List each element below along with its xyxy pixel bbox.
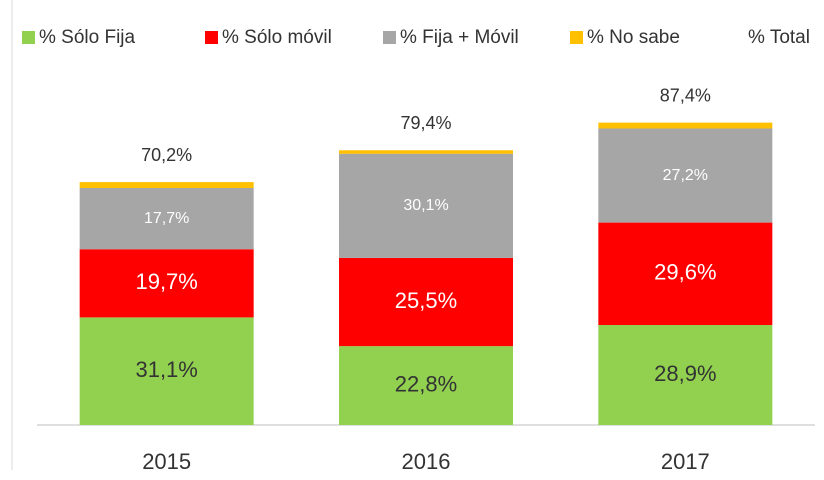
legend-swatch bbox=[383, 31, 396, 44]
total-label: 87,4% bbox=[660, 85, 711, 105]
data-label: 28,9% bbox=[654, 361, 716, 386]
data-label: 22,8% bbox=[395, 371, 457, 396]
bar-segment bbox=[339, 257, 513, 347]
legend-swatch bbox=[205, 31, 218, 44]
legend-swatch bbox=[570, 31, 583, 44]
x-tick-label: 2016 bbox=[402, 449, 451, 474]
legend-label: % Fija + Móvil bbox=[400, 27, 519, 48]
bar-segment bbox=[598, 325, 773, 425]
bar-segment bbox=[79, 249, 254, 318]
bar-segment bbox=[339, 346, 513, 425]
bar-segment bbox=[598, 128, 773, 223]
data-label: 27,2% bbox=[663, 167, 708, 184]
bar-segment bbox=[598, 122, 773, 129]
bar-segment bbox=[339, 153, 513, 258]
legend-label: % Sólo móvil bbox=[222, 27, 332, 48]
bar-segment bbox=[79, 317, 254, 425]
bar-segment bbox=[339, 150, 513, 154]
bar-segment bbox=[598, 222, 773, 326]
data-label: 17,7% bbox=[144, 210, 189, 227]
data-label: 30,1% bbox=[403, 197, 448, 214]
legend-swatch bbox=[22, 31, 35, 44]
bar-segment bbox=[79, 182, 254, 188]
bar-segment bbox=[79, 187, 254, 250]
legend-label: % No sabe bbox=[587, 27, 680, 48]
total-label: 79,4% bbox=[400, 113, 451, 133]
legend-label: % Total bbox=[748, 27, 810, 48]
data-label: 29,6% bbox=[654, 260, 716, 285]
legend-label: % Sólo Fija bbox=[39, 27, 136, 48]
total-label: 70,2% bbox=[141, 145, 192, 165]
x-tick-label: 2015 bbox=[142, 449, 191, 474]
data-label: 31,1% bbox=[135, 357, 197, 382]
x-tick-label: 2017 bbox=[661, 449, 710, 474]
data-label: 25,5% bbox=[395, 288, 457, 313]
data-label: 19,7% bbox=[135, 269, 197, 294]
